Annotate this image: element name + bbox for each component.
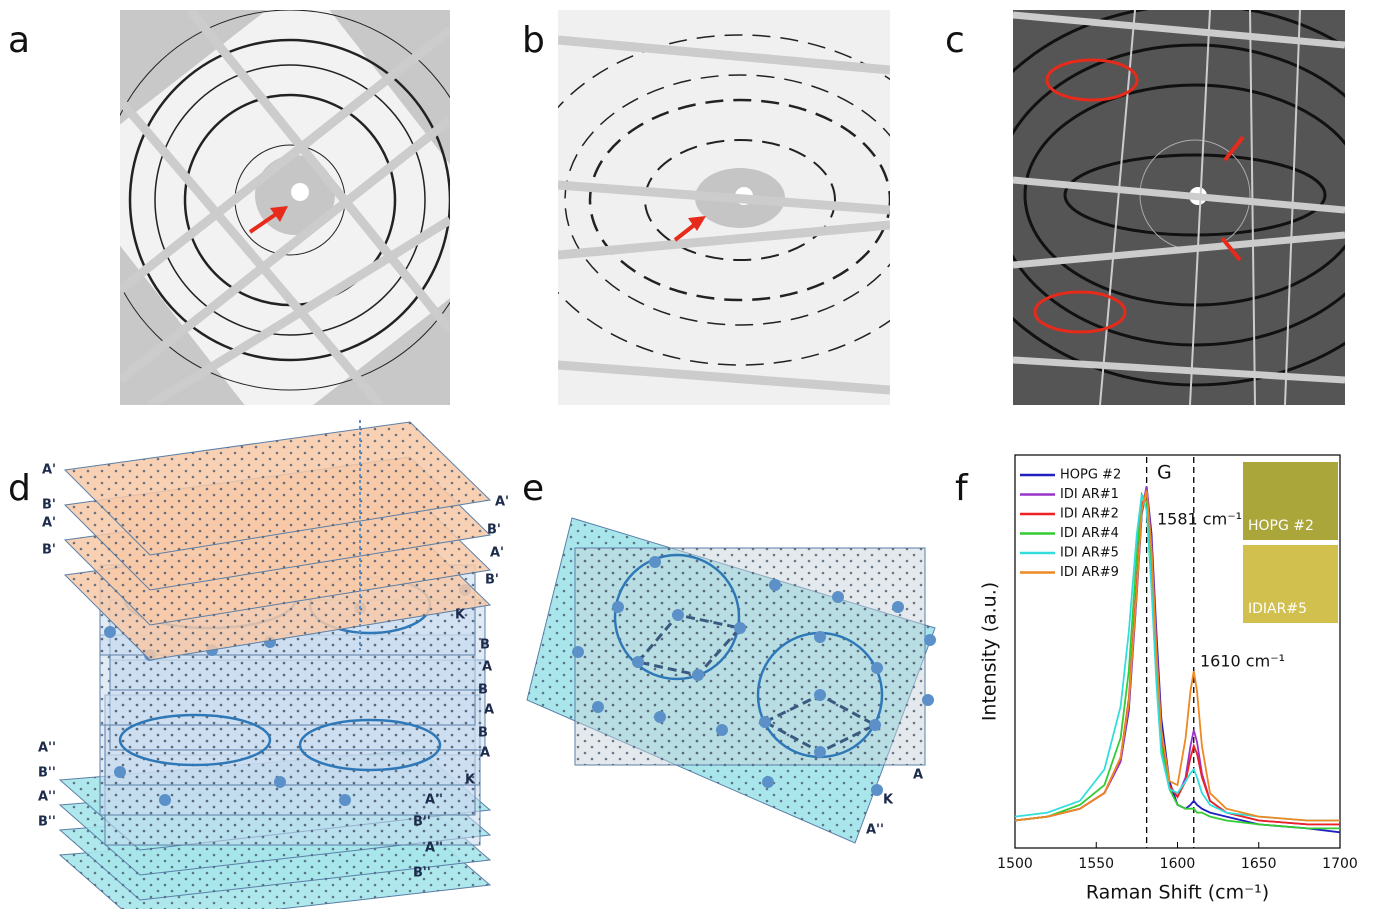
atom (654, 711, 666, 723)
layer-label: A'' (425, 793, 443, 808)
layer-label: B' (42, 543, 56, 558)
atom (922, 694, 934, 706)
atom (649, 556, 661, 568)
legend-label: IDI AR#4 (1060, 526, 1119, 541)
atom (159, 794, 171, 806)
inset-label: HOPG #2 (1248, 518, 1314, 534)
raman-chart: 1500 1550 1600 1650 1700 Raman Shift (cm⁻¹) In… (979, 454, 1358, 904)
layer-label: A'' (866, 823, 884, 838)
layer-label: B'' (413, 866, 431, 881)
series-line (1014, 490, 1340, 822)
plane-dots (65, 422, 490, 555)
panel-label: d (8, 468, 31, 509)
atom (692, 669, 704, 681)
layer-label: B' (487, 523, 501, 538)
ring (613, 553, 741, 681)
atom (762, 776, 774, 788)
diffraction-c (1013, 10, 1345, 405)
x-tick-label: 1700 (1322, 856, 1358, 872)
atom (769, 579, 781, 591)
atom (104, 626, 116, 638)
atom (871, 662, 883, 674)
layer-label: B (478, 683, 488, 698)
x-tick-label: 1650 (1241, 856, 1277, 872)
diffraction-a (120, 10, 450, 405)
atom (592, 701, 604, 713)
layer-label: A (480, 746, 490, 761)
panel-label: a (8, 20, 30, 61)
layer-label: K (465, 773, 476, 788)
atom (716, 724, 728, 736)
x-tick-label: 1550 (1078, 856, 1114, 872)
inset-photo (1243, 462, 1338, 540)
layer-label: B (480, 638, 490, 653)
layer-label: A (913, 768, 923, 783)
diffraction-b (558, 10, 890, 405)
layer-label: B'' (38, 766, 56, 781)
legend-label: HOPG #2 (1060, 468, 1121, 483)
atom (672, 609, 684, 621)
panel-label: f (955, 468, 969, 509)
layer-label: K (455, 608, 466, 623)
atom (814, 689, 826, 701)
panel-label: b (522, 20, 545, 61)
x-tick-label: 1600 (1160, 856, 1196, 872)
atom (814, 746, 826, 758)
y-axis-label: Intensity (a.u.) (979, 582, 1001, 721)
atom (114, 766, 126, 778)
atom (871, 784, 883, 796)
layer-label: A' (495, 495, 509, 510)
layer-label: A'' (425, 841, 443, 856)
series-line (1014, 494, 1340, 822)
layer-label: B'' (38, 815, 56, 830)
layer-diagram: A'B'A'B'A''B''A''B''A'B'A'B'KBABABAKA''B… (38, 420, 509, 909)
layer-label: B' (42, 498, 56, 513)
layer-label: K (883, 793, 894, 808)
atom (759, 716, 771, 728)
atom (734, 622, 746, 634)
atom (869, 719, 881, 731)
layer-label: B' (485, 573, 499, 588)
atom (612, 601, 624, 613)
legend-bg (1157, 462, 1177, 484)
peak-name: G (1157, 462, 1172, 484)
layer-label: A'' (38, 790, 56, 805)
atom (924, 634, 936, 646)
atom (572, 646, 584, 658)
layer-label: A' (42, 463, 56, 478)
atom (632, 656, 644, 668)
lattice-diagram: A K A'' (526, 517, 936, 844)
legend-label: IDI AR#5 (1060, 546, 1119, 561)
layer-label: A' (42, 516, 56, 531)
atom (339, 794, 351, 806)
layer-label: A' (490, 546, 504, 561)
layer-label: A (482, 660, 492, 675)
legend-label: IDI AR#2 (1060, 507, 1119, 522)
ring (298, 718, 442, 772)
atom (892, 601, 904, 613)
ring (118, 713, 272, 767)
atom (814, 631, 826, 643)
x-axis-label: Raman Shift (cm⁻¹) (1086, 882, 1269, 904)
inset-photo (1243, 545, 1338, 623)
layer-label: A'' (38, 741, 56, 756)
panel-label: c (945, 20, 965, 61)
legend-label: IDI AR#9 (1060, 565, 1119, 580)
layer-label: B'' (413, 815, 431, 830)
inset-label: IDIAR#5 (1248, 601, 1307, 617)
layer-label: B (478, 726, 488, 741)
panel-label: e (522, 468, 544, 509)
legend-label: IDI AR#1 (1060, 487, 1119, 502)
atom (274, 776, 286, 788)
x-tick-label: 1500 (997, 856, 1033, 872)
atom (832, 591, 844, 603)
peak-label: 1581 cm⁻¹ (1157, 510, 1242, 529)
peak-label: 1610 cm⁻¹ (1200, 652, 1285, 671)
layer-label: A (484, 703, 494, 718)
